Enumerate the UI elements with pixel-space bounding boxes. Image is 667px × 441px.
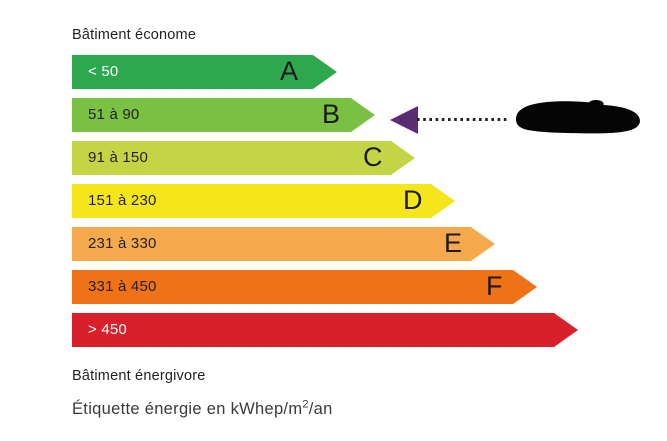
band-fill bbox=[72, 141, 415, 175]
band-letter-e: E bbox=[444, 228, 463, 258]
band-letter-f: F bbox=[486, 271, 503, 301]
caption-energy-hungry-building: Bâtiment énergivore bbox=[72, 368, 206, 384]
energy-band-a: < 50 A bbox=[72, 55, 337, 89]
unit-superscript: 2 bbox=[302, 398, 309, 411]
band-range-label: 91 à 150 bbox=[88, 149, 148, 166]
band-range-label: 51 à 90 bbox=[88, 106, 140, 123]
band-shape bbox=[72, 141, 415, 175]
band-range-label: 151 à 230 bbox=[88, 192, 157, 209]
unit-suffix: /an bbox=[308, 400, 333, 418]
energy-band-e: 231 à 330 E bbox=[72, 227, 495, 261]
band-fill bbox=[72, 313, 578, 347]
pointer-dotted-line bbox=[417, 118, 507, 121]
band-letter-d: D bbox=[403, 185, 423, 215]
band-shape bbox=[72, 98, 375, 132]
caption-unit: Étiquette énergie en kWhep/m2/an bbox=[72, 398, 333, 419]
energy-band-b: 51 à 90 B bbox=[72, 98, 375, 132]
energy-band-g: > 450 bbox=[72, 313, 578, 347]
redacted-value-mark bbox=[516, 100, 640, 134]
band-range-label: 231 à 330 bbox=[88, 235, 157, 252]
band-shape bbox=[72, 270, 537, 304]
unit-prefix: Étiquette énergie en kWhep/m bbox=[72, 400, 303, 418]
band-letter-a: A bbox=[280, 56, 299, 86]
band-shape bbox=[72, 184, 455, 218]
caption-efficient-building: Bâtiment économe bbox=[72, 27, 197, 43]
band-range-label: > 450 bbox=[88, 321, 127, 338]
energy-band-f: 331 à 450 F bbox=[72, 270, 537, 304]
band-fill bbox=[72, 270, 537, 304]
band-shape bbox=[72, 55, 337, 89]
band-range-label: 331 à 450 bbox=[88, 278, 157, 295]
band-fill bbox=[72, 184, 455, 218]
band-fill bbox=[72, 98, 375, 132]
energy-band-c: 91 à 150 C bbox=[72, 141, 415, 175]
class-pointer-arrow-icon bbox=[390, 106, 418, 134]
band-fill bbox=[72, 227, 495, 261]
band-shape bbox=[72, 227, 495, 261]
band-letter-c: C bbox=[363, 142, 383, 172]
energy-band-d: 151 à 230 D bbox=[72, 184, 455, 218]
band-range-label: < 50 bbox=[88, 63, 119, 80]
band-shape bbox=[72, 313, 578, 347]
band-letter-b: B bbox=[322, 99, 341, 129]
band-fill bbox=[72, 55, 337, 89]
